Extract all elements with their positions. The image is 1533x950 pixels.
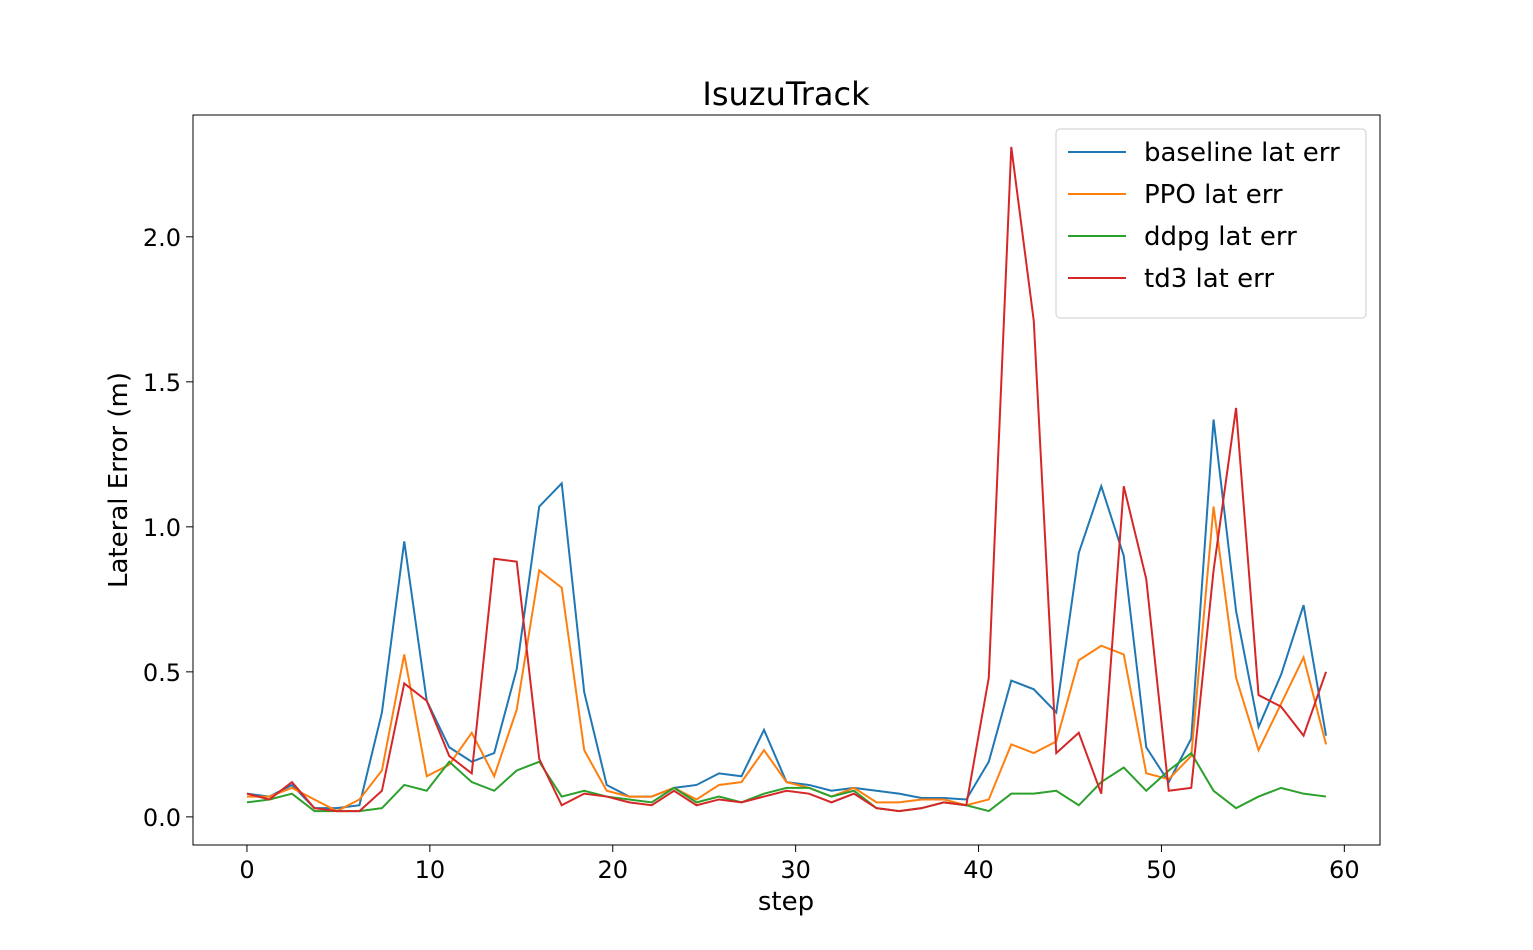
x-tick-label: 30: [780, 856, 811, 884]
legend-label: td3 lat err: [1144, 264, 1274, 294]
series-line: [246, 751, 1327, 813]
legend-box: [1055, 128, 1367, 319]
x-tick-label: 60: [1329, 856, 1360, 884]
legend-label: PPO lat err: [1144, 180, 1283, 210]
chart-title: IsuzuTrack: [702, 75, 870, 113]
legend-label: ddpg lat err: [1144, 222, 1297, 252]
x-tick-label: 50: [1146, 856, 1177, 884]
x-tick-label: 0: [239, 856, 254, 884]
x-tick-label: 20: [597, 856, 628, 884]
y-tick-label: 1.0: [143, 514, 181, 542]
series-line: [246, 146, 1327, 813]
legend-label: baseline lat err: [1144, 138, 1340, 168]
y-tick-label: 1.5: [143, 369, 181, 397]
x-axis-label: step: [758, 887, 814, 917]
y-axis-label: Lateral Error (m): [104, 372, 134, 588]
x-tick-label: 10: [415, 856, 446, 884]
series-line: [246, 506, 1328, 813]
x-tick-label: 40: [963, 856, 994, 884]
y-tick-label: 0.5: [143, 659, 181, 687]
y-tick-label: 2.0: [143, 224, 181, 252]
y-tick-label: 0.0: [143, 804, 181, 832]
plot-frame: [192, 114, 1381, 846]
